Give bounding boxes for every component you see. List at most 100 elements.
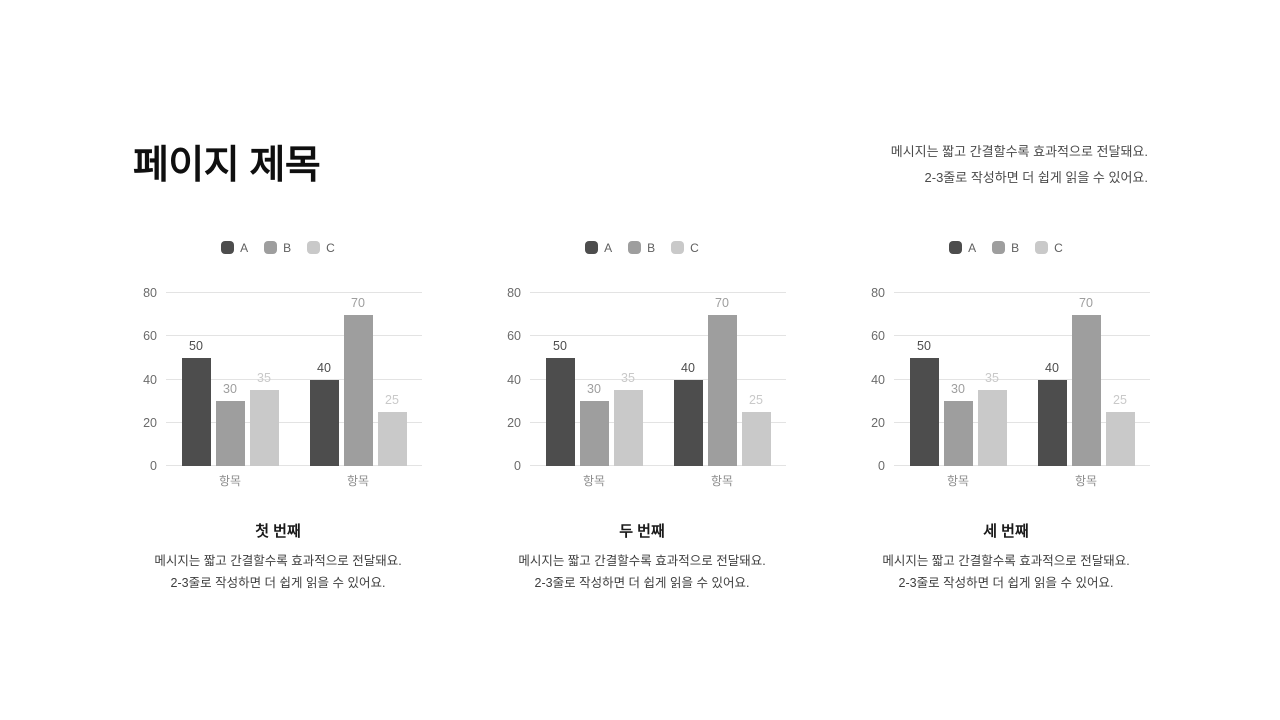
legend-swatch-a [585, 241, 599, 254]
bar-value-label: 25 [1113, 392, 1127, 407]
x-axis-labels: 항목 항목 [166, 472, 422, 489]
bar-value-label: 40 [317, 360, 331, 375]
bar-value-label: 40 [1045, 360, 1059, 375]
chart-legend: A B C [498, 240, 786, 255]
gridline [166, 335, 422, 337]
legend-swatch-a [949, 241, 963, 254]
page-title: 페이지 제목 [133, 144, 321, 187]
legend-item-a: A [585, 241, 612, 255]
bar-b: 30 [943, 382, 973, 466]
legend-swatch-b [628, 241, 642, 254]
y-axis-tick-label: 80 [871, 286, 885, 300]
y-axis-tick-label: 0 [878, 459, 885, 473]
gridline [894, 335, 1150, 337]
gridline [166, 378, 422, 380]
chart-card-title: 두 번째 [619, 523, 665, 540]
y-axis-tick-label: 80 [507, 286, 521, 300]
gridline [530, 378, 786, 380]
legend-swatch-b [264, 241, 278, 254]
chart-card-title: 첫 번째 [255, 523, 301, 540]
chart-desc-line-2: 2-3줄로 작성하면 더 쉽게 읽을 수 있어요. [170, 576, 386, 590]
charts-row: A B C 0 20 40 60 80 50 30 35 40 70 25 항목 항목 첫 번째 메시지는 짧고 … [134, 240, 1150, 594]
chart-card-1: A B C 0 20 40 60 80 50 30 35 40 70 25 항목 항목 첫 번째 메시지는 짧고 … [134, 240, 422, 594]
legend-label: B [283, 240, 292, 255]
legend-item-c: C [307, 241, 335, 255]
x-axis-category-label: 항목 [710, 474, 734, 488]
bar-value-label: 30 [223, 382, 237, 397]
x-axis-labels: 항목 항목 [894, 472, 1150, 489]
chart-card-2: A B C 0 20 40 60 80 50 30 35 40 70 25 항목 항목 두 번째 메시지는 짧고 … [498, 240, 786, 594]
gridline [166, 292, 422, 293]
legend-label: C [690, 240, 699, 255]
x-axis-category-label: 항목 [946, 474, 970, 488]
y-axis-tick-label: 20 [507, 415, 521, 430]
gridline [894, 465, 1150, 466]
chart-card-description: 메시지는 짧고 간결할수록 효과적으로 전달돼요. 2-3줄로 작성하면 더 쉽게… [862, 550, 1150, 594]
y-axis-tick-label: 60 [507, 329, 521, 344]
chart-card-description: 메시지는 짧고 간결할수록 효과적으로 전달돼요. 2-3줄로 작성하면 더 쉽게… [134, 550, 422, 594]
chart-card-3: A B C 0 20 40 60 80 50 30 35 40 70 25 항목 항목 세 번째 메시지는 짧고 … [862, 240, 1150, 594]
chart-plot: 0 20 40 60 80 50 30 35 40 70 25 [507, 286, 786, 473]
chart-desc-line-1: 메시지는 짧고 간결할수록 효과적으로 전달돼요. [882, 554, 1130, 568]
chart-legend: A B C [862, 240, 1150, 255]
bar-value-label: 70 [715, 295, 729, 310]
chart-desc-line-2: 2-3줄로 작성하면 더 쉽게 읽을 수 있어요. [534, 576, 750, 590]
chart-desc-line-1: 메시지는 짧고 간결할수록 효과적으로 전달돼요. [154, 554, 402, 568]
x-axis-category-label: 항목 [1074, 474, 1098, 488]
bar-value-label: 25 [385, 392, 399, 407]
y-axis-tick-label: 80 [143, 286, 157, 300]
bar-value-label: 35 [257, 371, 271, 386]
header-note-line-1: 메시지는 짧고 간결할수록 효과적으로 전달돼요. [890, 144, 1148, 159]
legend-label: A [240, 240, 249, 255]
gridline [530, 292, 786, 293]
header-note-line-2: 2-3줄로 작성하면 더 쉽게 읽을 수 있어요. [924, 170, 1148, 185]
bar-group-2: 40 70 25 [294, 293, 422, 466]
gridline [530, 421, 786, 423]
y-axis-tick-label: 0 [150, 459, 157, 473]
bar-value-label: 70 [1079, 295, 1093, 310]
bar-group-2: 40 70 25 [1022, 293, 1150, 466]
bar-group-2: 40 70 25 [658, 293, 786, 466]
chart-desc-line-2: 2-3줄로 작성하면 더 쉽게 읽을 수 있어요. [898, 576, 1114, 590]
bar-c: 25 [377, 393, 407, 466]
chart-plot: 0 20 40 60 80 50 30 35 40 70 25 [871, 286, 1150, 473]
y-axis-tick-label: 20 [143, 415, 157, 430]
bar-a: 50 [909, 339, 939, 466]
header-note: 메시지는 짧고 간결할수록 효과적으로 전달돼요. 2-3줄로 작성하면 더 쉽… [891, 139, 1148, 191]
legend-label: B [647, 240, 656, 255]
bar-value-label: 30 [951, 382, 965, 397]
bar-group-1: 50 30 35 [894, 293, 1022, 466]
x-axis-category-label: 항목 [582, 474, 606, 488]
gridline [894, 378, 1150, 380]
bar-value-label: 35 [621, 371, 635, 386]
y-axis-tick-label: 40 [507, 372, 521, 387]
bar-b: 70 [343, 296, 373, 466]
legend-item-c: C [671, 241, 699, 255]
legend-swatch-c [1035, 241, 1049, 254]
legend-swatch-c [671, 241, 685, 254]
bar-group-1: 50 30 35 [166, 293, 294, 466]
legend-swatch-b [992, 241, 1006, 254]
bar-value-label: 25 [749, 392, 763, 407]
bar-a: 50 [545, 339, 575, 466]
bar-c: 25 [1105, 393, 1135, 466]
y-axis-tick-label: 20 [871, 415, 885, 430]
gridline [166, 421, 422, 423]
legend-item-c: C [1035, 241, 1063, 255]
bar-b: 70 [707, 296, 737, 466]
chart-card-description: 메시지는 짧고 간결할수록 효과적으로 전달돼요. 2-3줄로 작성하면 더 쉽게… [498, 550, 786, 594]
bar-c: 25 [741, 393, 771, 466]
legend-label: A [968, 240, 977, 255]
bar-b: 30 [579, 382, 609, 466]
legend-label: C [326, 240, 335, 255]
y-axis-tick-label: 40 [143, 372, 157, 387]
chart-desc-line-1: 메시지는 짧고 간결할수록 효과적으로 전달돼요. [518, 554, 766, 568]
bar-a: 40 [673, 361, 703, 466]
bar-a: 50 [181, 339, 211, 466]
bar-c: 35 [613, 371, 643, 466]
legend-item-b: B [264, 241, 291, 255]
chart-card-title: 세 번째 [983, 523, 1029, 540]
x-axis-labels: 항목 항목 [530, 472, 786, 489]
legend-item-a: A [949, 241, 976, 255]
